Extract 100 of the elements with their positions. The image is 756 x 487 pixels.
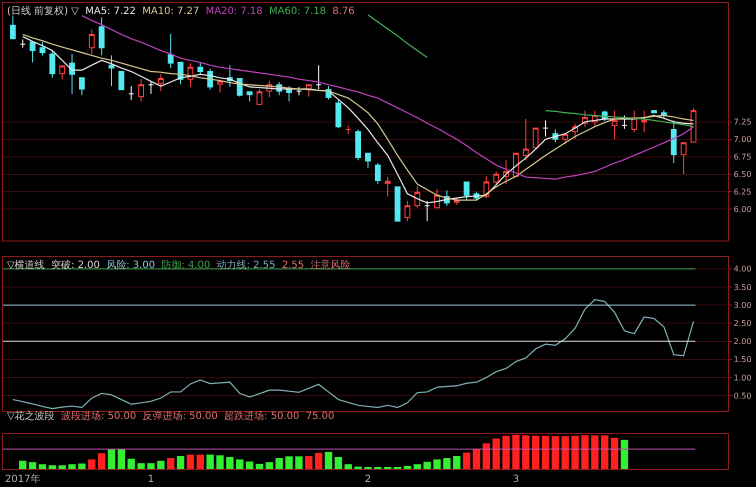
text: MA20: 7.18 xyxy=(206,6,263,17)
x-tick-label: 3 xyxy=(512,474,520,485)
candlestick xyxy=(424,200,430,222)
candlestick xyxy=(345,124,352,134)
bar xyxy=(176,456,184,469)
x-tick-label: 1 xyxy=(148,474,154,485)
y-tick-label: 1.50 xyxy=(734,355,752,364)
y-tick-label: 3.50 xyxy=(734,282,752,292)
candlestick xyxy=(197,62,204,75)
bar xyxy=(206,454,214,469)
bar xyxy=(118,449,126,469)
y-tick-label: 6.00 xyxy=(734,205,752,214)
candlestick xyxy=(622,115,628,130)
bar xyxy=(472,449,480,469)
ref-line-label: 风险: 3.00 xyxy=(106,259,156,271)
annotation: 注意风险 xyxy=(310,259,350,271)
bar xyxy=(236,459,244,469)
text: MA60: 7.18 xyxy=(268,6,326,17)
bar xyxy=(226,457,234,469)
y-tick-label: 2.00 xyxy=(734,337,752,346)
bar xyxy=(246,461,254,469)
candlestick xyxy=(296,86,302,96)
candlestick xyxy=(404,200,410,222)
bar xyxy=(423,462,431,469)
bar xyxy=(186,454,194,469)
bar xyxy=(295,456,303,469)
bar xyxy=(620,440,628,469)
chart-title: ▽横道线 xyxy=(7,259,45,271)
candlestick xyxy=(217,80,223,93)
x-tick-label: 2017年 xyxy=(5,473,40,485)
candlestick xyxy=(365,152,371,168)
bar xyxy=(492,438,500,469)
bar xyxy=(581,435,589,469)
bar xyxy=(28,462,36,469)
bar xyxy=(285,456,293,469)
bar xyxy=(68,464,76,469)
bar xyxy=(78,464,86,469)
candlestick xyxy=(30,40,36,63)
bar xyxy=(137,463,145,469)
bar xyxy=(443,458,451,469)
bar xyxy=(610,438,618,469)
text: 超跌进场: 50.00 xyxy=(224,410,300,422)
candlestick xyxy=(394,186,400,222)
bar xyxy=(266,462,274,469)
bar xyxy=(88,459,96,469)
bar xyxy=(19,460,26,469)
candlestick xyxy=(88,29,95,55)
bar xyxy=(275,458,283,469)
bar xyxy=(157,460,165,469)
y-tick-label: 1.00 xyxy=(734,373,752,382)
line-series xyxy=(12,299,694,410)
candlestick xyxy=(158,74,164,92)
bar xyxy=(196,454,204,469)
bar xyxy=(512,434,520,469)
bar xyxy=(58,465,66,469)
bar xyxy=(433,459,441,469)
candlestick xyxy=(20,38,26,48)
x-tick-label: 2 xyxy=(364,474,372,485)
bar xyxy=(522,435,530,469)
bar xyxy=(324,452,332,469)
bar xyxy=(562,436,569,469)
y-tick-label: 4.00 xyxy=(734,264,752,274)
bar xyxy=(601,435,608,469)
candlestick xyxy=(493,170,500,185)
candlestick xyxy=(59,65,66,80)
y-tick-label: 7.00 xyxy=(734,135,752,144)
candlestick xyxy=(118,71,124,90)
candlestick xyxy=(532,128,539,148)
text: 75.00 xyxy=(306,411,334,422)
candlestick xyxy=(384,176,391,198)
candlestick xyxy=(78,77,85,96)
ref-line-label: 突破: 2.00 xyxy=(51,259,100,271)
bar xyxy=(305,456,312,469)
y-tick-label: 6.50 xyxy=(734,170,752,180)
bar xyxy=(38,464,46,469)
chart-title: (日线 前复权) ▽ xyxy=(7,5,80,17)
annotation: 2.55 xyxy=(282,260,304,271)
bar xyxy=(256,464,264,469)
bar xyxy=(453,456,460,469)
y-tick-label: 3.00 xyxy=(734,300,752,310)
text: 反弹进场: 50.00 xyxy=(142,410,218,422)
bar xyxy=(462,452,470,469)
candlestick xyxy=(651,109,657,114)
y-tick-label: 7.25 xyxy=(734,118,752,127)
bar xyxy=(404,466,412,469)
bar xyxy=(344,464,352,469)
candlestick xyxy=(612,110,618,140)
bar xyxy=(48,465,56,469)
bar xyxy=(571,436,579,469)
bar xyxy=(314,452,322,469)
candlestick xyxy=(256,88,262,106)
candlestick xyxy=(680,142,687,175)
candlestick xyxy=(138,78,144,102)
candlestick xyxy=(542,120,548,138)
candlestick xyxy=(316,64,322,90)
candlestick xyxy=(641,110,648,133)
candlestick xyxy=(690,107,696,143)
chart-title: ▽花之波段 xyxy=(7,410,55,422)
annotation: 8.76 xyxy=(332,6,355,17)
candlestick xyxy=(10,16,16,40)
